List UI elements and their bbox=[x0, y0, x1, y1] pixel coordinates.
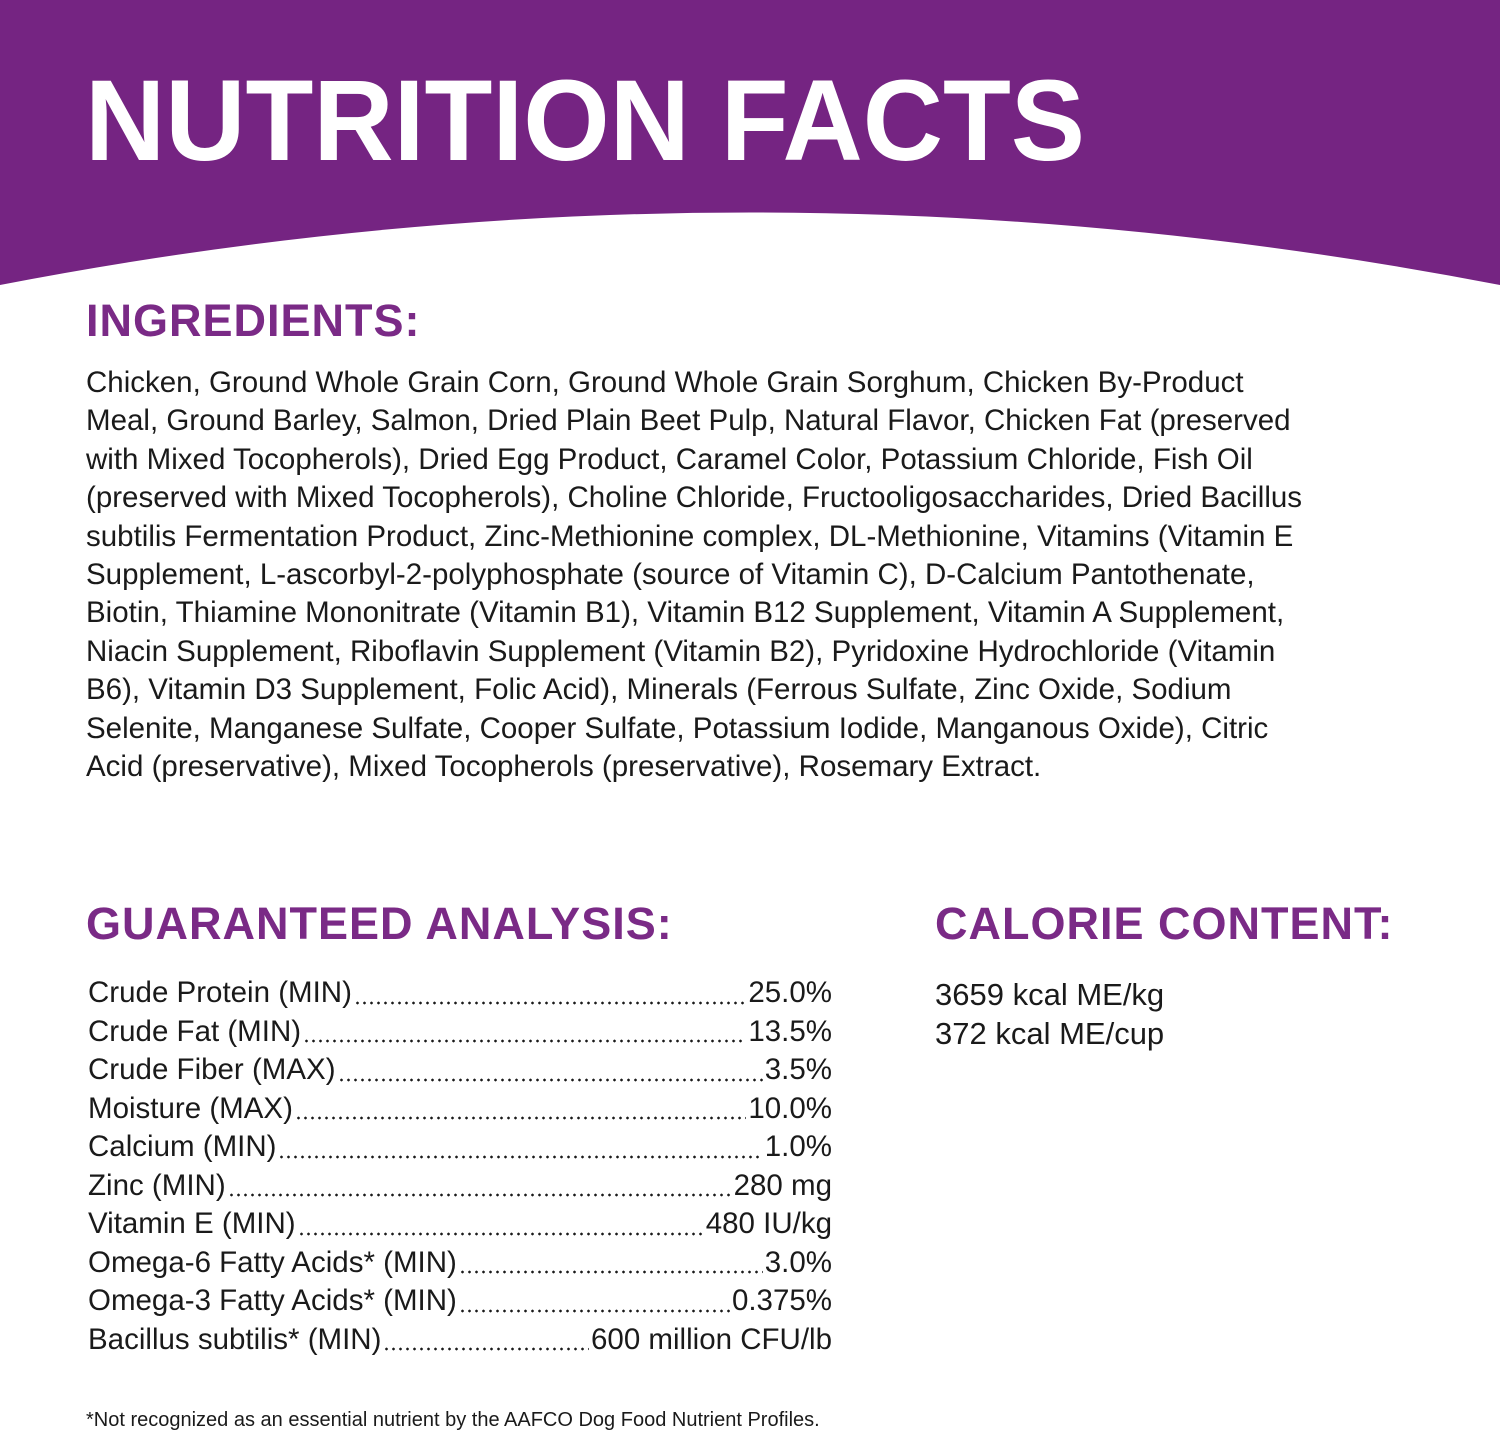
nutrient-name: Zinc (MIN) bbox=[88, 1168, 226, 1202]
dot-leader bbox=[303, 1039, 747, 1043]
nutrient-name: Vitamin E (MIN) bbox=[88, 1207, 296, 1240]
nutrient-value: 3.0% bbox=[764, 1245, 832, 1279]
analysis-table: Crude Protein (MIN) 25.0% Crude Fat (MIN) 1… bbox=[88, 974, 832, 1359]
nutrient-name: Moisture (MAX) bbox=[88, 1091, 293, 1125]
nutrient-name: Omega-3 Fatty Acids* (MIN) bbox=[88, 1284, 457, 1317]
ingredients-line: Meal, Ground Barley, Salmon, Dried Plain… bbox=[86, 404, 1291, 438]
calorie-line: 3659 kcal ME/kg bbox=[935, 977, 1165, 1012]
dot-leader bbox=[458, 1270, 763, 1274]
nutrient-name: Crude Fiber (MAX) bbox=[88, 1053, 336, 1086]
ingredients-line: B6), Vitamin D3 Supplement, Folic Acid),… bbox=[86, 673, 1232, 707]
dot-leader bbox=[278, 1154, 763, 1159]
dot-leader bbox=[383, 1347, 589, 1351]
analysis-row: Omega-6 Fatty Acids* (MIN) 3.0% bbox=[88, 1244, 832, 1283]
calorie-line: 372 kcal ME/cup bbox=[935, 1016, 1165, 1051]
dot-leader bbox=[294, 1116, 747, 1120]
section-title: GUARANTEED ANALYSIS: bbox=[86, 898, 673, 949]
header-banner: NUTRITION FACTS bbox=[0, 0, 1500, 285]
ingredients-line: Supplement, L-ascorbyl-2-polyphosphate (… bbox=[86, 558, 1255, 592]
ingredients-line: Acid (preservative), Mixed Tocopherols (… bbox=[86, 750, 1042, 784]
banner-shape bbox=[0, 0, 1500, 285]
nutrient-name: Crude Protein (MIN) bbox=[88, 976, 352, 1009]
ingredients-line: subtilis Fermentation Product, Zinc-Meth… bbox=[86, 519, 1294, 553]
nutrient-value: 13.5% bbox=[748, 1014, 832, 1048]
section-title: INGREDIENTS: bbox=[86, 295, 421, 346]
ingredients-text: Chicken, Ground Whole Grain Corn, Ground… bbox=[86, 364, 1302, 786]
nutrient-value: 25.0% bbox=[748, 976, 832, 1009]
nutrient-value: 600 million CFU/lb bbox=[591, 1322, 832, 1356]
analysis-row: Crude Fat (MIN) 13.5% bbox=[88, 1013, 832, 1052]
nutrient-name: Omega-6 Fatty Acids* (MIN) bbox=[88, 1245, 457, 1279]
ingredients-line: Biotin, Thiamine Mononitrate (Vitamin B1… bbox=[86, 596, 1285, 630]
footnote: *Not recognized as an essential nutrient… bbox=[86, 1409, 820, 1431]
analysis-row: Crude Protein (MIN) 25.0% bbox=[88, 974, 832, 1013]
section-title: CALORIE CONTENT: bbox=[935, 898, 1394, 949]
nutrient-value: 10.0% bbox=[748, 1091, 832, 1125]
ingredients-line: (preserved with Mixed Tocopherols), Chol… bbox=[86, 481, 1303, 515]
analysis-row: Omega-3 Fatty Acids* (MIN) 0.375% bbox=[88, 1282, 832, 1321]
nutrient-value: 480 IU/kg bbox=[705, 1207, 832, 1240]
nutrient-name: Crude Fat (MIN) bbox=[88, 1014, 302, 1048]
ingredients-line: with Mixed Tocopherols), Dried Egg Produ… bbox=[86, 442, 1253, 476]
nutrient-value: 3.5% bbox=[764, 1053, 832, 1086]
analysis-row: Moisture (MAX) 10.0% bbox=[88, 1090, 832, 1129]
analysis-row: Bacillus subtilis* (MIN) 600 million CFU/… bbox=[88, 1321, 832, 1360]
calorie-list: 3659 kcal ME/kg 372 kcal ME/cup bbox=[935, 975, 1164, 1053]
page-title: NUTRITION FACTS bbox=[85, 57, 1085, 185]
dot-leader bbox=[227, 1193, 732, 1197]
dot-leader bbox=[458, 1308, 730, 1313]
ingredients-line: Chicken, Ground Whole Grain Corn, Ground… bbox=[86, 366, 1244, 399]
nutrient-name: Calcium (MIN) bbox=[88, 1130, 277, 1163]
dot-leader bbox=[297, 1231, 704, 1236]
ingredients-line: Selenite, Manganese Sulfate, Cooper Sulf… bbox=[86, 711, 1269, 745]
analysis-row: Crude Fiber (MAX) 3.5% bbox=[88, 1051, 832, 1090]
nutrient-value: 280 mg bbox=[733, 1168, 832, 1202]
analysis-row: Calcium (MIN) 1.0% bbox=[88, 1128, 832, 1167]
analysis-row: Zinc (MIN) 280 mg bbox=[88, 1167, 832, 1206]
analysis-row: Vitamin E (MIN) 480 IU/kg bbox=[88, 1205, 832, 1244]
nutrient-name: Bacillus subtilis* (MIN) bbox=[88, 1322, 382, 1356]
dot-leader bbox=[353, 1000, 747, 1005]
ingredients-line: Niacin Supplement, Riboflavin Supplement… bbox=[86, 634, 1276, 668]
dot-leader bbox=[337, 1077, 763, 1082]
nutrient-value: 0.375% bbox=[731, 1284, 832, 1317]
nutrient-value: 1.0% bbox=[764, 1130, 832, 1163]
